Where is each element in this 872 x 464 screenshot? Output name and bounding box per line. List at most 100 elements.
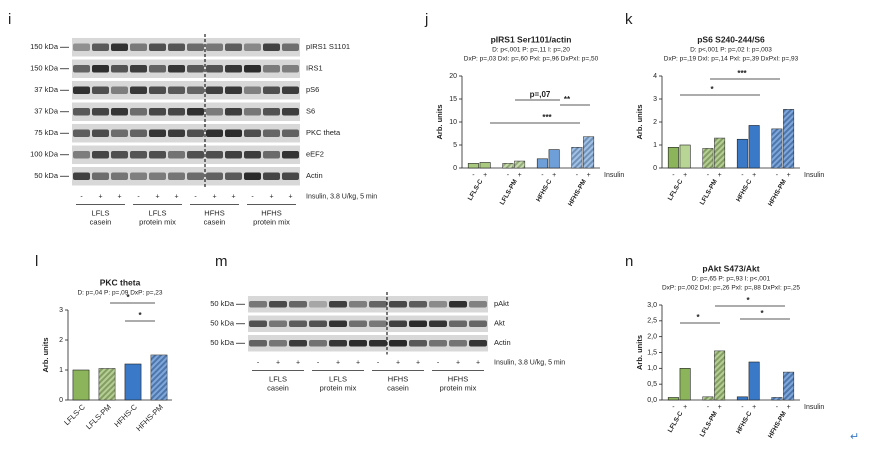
blot-band <box>429 300 447 308</box>
bar <box>548 149 560 169</box>
y-tick-label: 10 <box>449 119 457 126</box>
blot-strip <box>72 59 300 78</box>
x-tick-label: - <box>776 404 779 411</box>
blot-band <box>92 129 109 137</box>
blot-band <box>73 151 90 159</box>
blot-band <box>369 300 387 308</box>
blot-band <box>389 339 407 347</box>
blot-band <box>73 43 90 51</box>
blot-strip <box>72 81 300 100</box>
bar <box>679 368 691 401</box>
blot-strip <box>72 102 300 121</box>
lane-sign: + <box>416 359 420 366</box>
significance-label: * <box>746 296 750 305</box>
lane-sign: + <box>212 193 216 200</box>
blot-band <box>263 151 280 159</box>
lane-sign: + <box>155 193 159 200</box>
bar <box>667 147 679 169</box>
blot-band <box>244 172 261 180</box>
blot-band <box>349 320 367 328</box>
stats-line: D: p<,001 P: p=,02 I: p=,003 <box>690 47 772 54</box>
bar-hatch <box>783 109 794 168</box>
panel-letter: i <box>8 11 11 28</box>
y-tick-label: 0,0 <box>647 397 657 404</box>
y-axis-label: Arb. units <box>635 335 644 370</box>
y-axis-label: Arb. units <box>435 105 444 140</box>
protein-label: pAkt <box>494 299 510 308</box>
group-label: casein <box>204 217 226 226</box>
x-tick-label: LFLS-C <box>62 402 87 427</box>
blot-band <box>111 65 128 73</box>
bar-hatch <box>583 136 594 168</box>
protein-label: IRS1 <box>306 64 323 73</box>
blot-band <box>92 65 109 73</box>
lane-sign: + <box>288 193 292 200</box>
blot-band <box>149 86 166 94</box>
blot-band <box>244 108 261 116</box>
blot-band <box>349 339 367 347</box>
blot-band <box>309 320 327 328</box>
lane-sign: + <box>396 359 400 366</box>
blot-band <box>168 86 185 94</box>
significance-label: * <box>760 309 764 318</box>
y-tick-label: 0 <box>653 165 657 172</box>
bar-hatch <box>571 147 583 168</box>
blot-band <box>249 300 267 308</box>
lane-sign: + <box>336 359 340 366</box>
blot-band <box>149 108 166 116</box>
blot-band <box>263 172 280 180</box>
bar-hatch <box>783 372 794 400</box>
kda-label: 50 kDa <box>210 299 235 308</box>
blot-band <box>187 151 204 159</box>
lane-sign: - <box>377 359 380 366</box>
row-label: Insulin <box>804 172 824 179</box>
stats-line: DxP: p=,03 DxI: p=,60 PxI: p=,96 DxPxI: … <box>464 56 599 63</box>
blot-band <box>130 86 147 94</box>
blot-band <box>244 65 261 73</box>
x-tick-label: - <box>707 172 710 179</box>
blot-band <box>429 339 447 347</box>
blot-band <box>73 65 90 73</box>
bar-hatch <box>514 161 525 168</box>
significance-label: ** <box>564 95 571 104</box>
blot-band <box>244 43 261 51</box>
significance-label: * <box>696 313 700 322</box>
significance-label: *** <box>737 69 747 78</box>
group-label: protein mix <box>440 383 477 392</box>
blot-band <box>225 108 242 116</box>
x-tick-label: HFHS-PM <box>134 402 165 433</box>
blot-band <box>269 300 287 308</box>
group-label: HFHS <box>261 208 281 217</box>
x-tick-label: - <box>541 172 544 179</box>
x-tick-label: + <box>752 404 756 411</box>
blot-band <box>289 300 307 308</box>
bar-hatch <box>150 355 168 400</box>
significance-label: * <box>138 311 142 320</box>
blot-band <box>206 43 223 51</box>
group-label: protein mix <box>253 217 290 226</box>
blot-band <box>206 65 223 73</box>
kda-label: 100 kDa <box>30 150 59 159</box>
blot-band <box>225 172 242 180</box>
group-label: HFHS-PM <box>567 178 588 207</box>
blot-band <box>92 108 109 116</box>
x-tick-label: - <box>576 172 579 179</box>
blot-band <box>73 172 90 180</box>
lane-sign: - <box>317 359 320 366</box>
row-label: Insulin <box>804 404 824 411</box>
blot-band <box>187 65 204 73</box>
x-tick-label: - <box>672 404 675 411</box>
panel-letter: n <box>625 253 633 270</box>
stats-line: DxP: p=,19 DxI: p=,14 PxI: p=,39 DxPxI: … <box>664 56 799 63</box>
y-tick-label: 4 <box>653 73 657 80</box>
blot-band <box>111 108 128 116</box>
protein-label: pS6 <box>306 85 319 94</box>
blot-strip <box>248 315 488 332</box>
blot-band <box>249 320 267 328</box>
blot-strip <box>72 124 300 143</box>
bar-hatch <box>771 397 783 400</box>
blot-band <box>111 172 128 180</box>
treatment-label: Insulin, 3.8 U/kg, 5 min <box>306 193 377 200</box>
row-label: Insulin <box>604 172 624 179</box>
